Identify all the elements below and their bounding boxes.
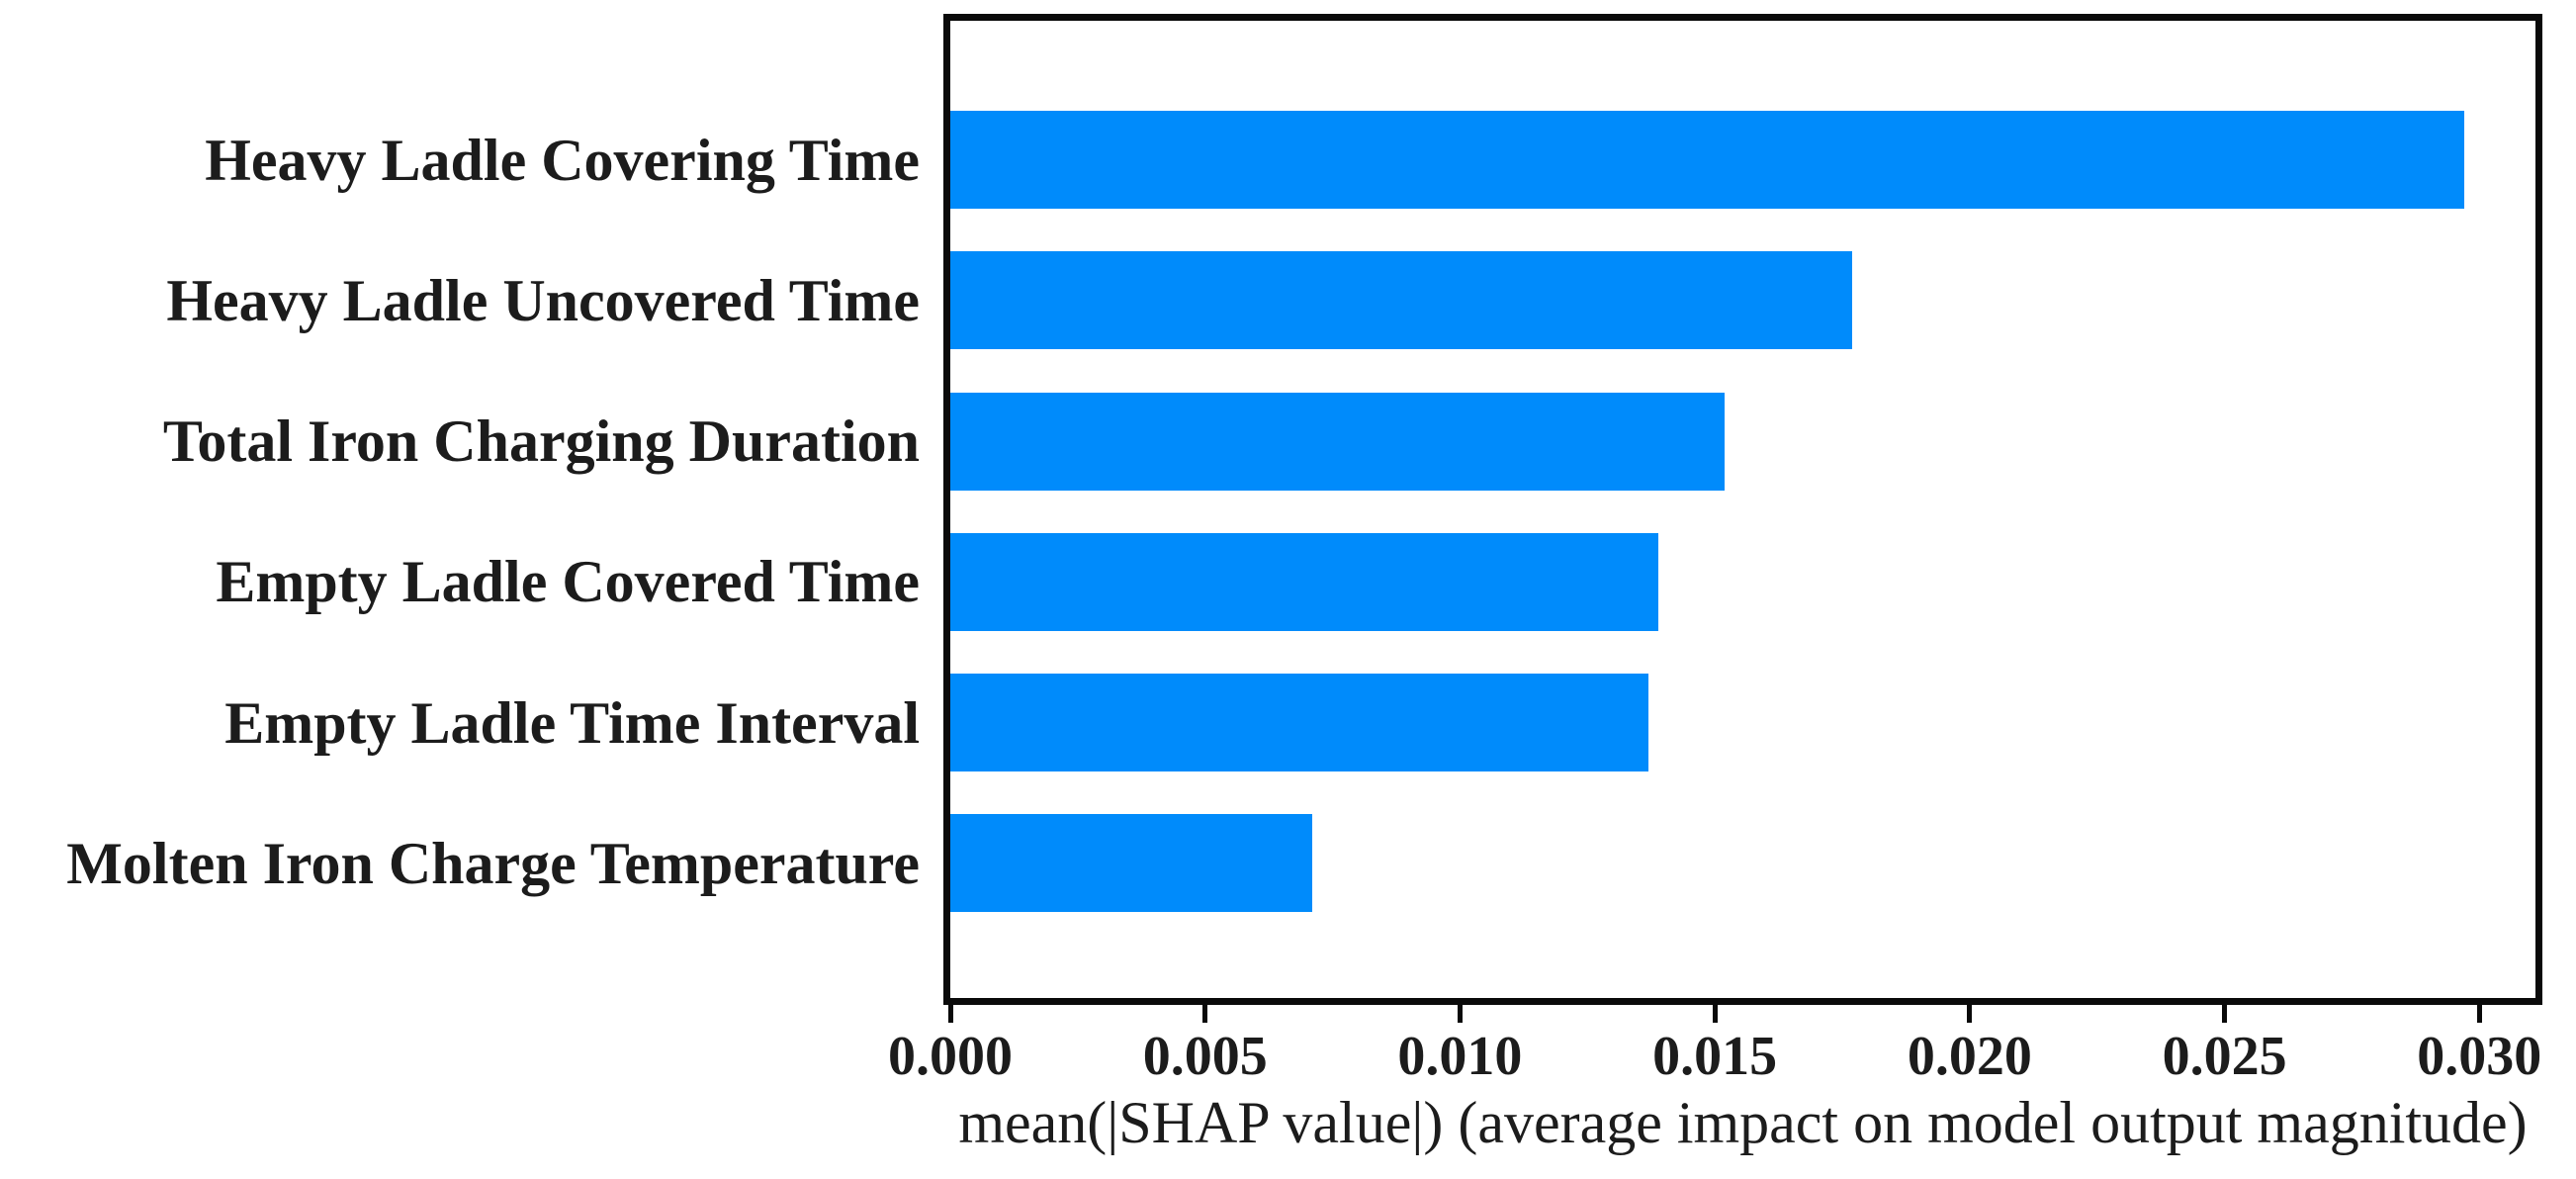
x-tick-label: 0.005 <box>1142 1026 1268 1087</box>
category-label: Heavy Ladle Covering Time <box>205 127 920 193</box>
x-tick-label: 0.015 <box>1652 1026 1778 1087</box>
bar <box>950 674 1649 771</box>
x-tick-mark <box>1712 1005 1718 1023</box>
x-tick-mark <box>2476 1005 2482 1023</box>
x-tick-mark <box>1202 1005 1208 1023</box>
x-tick-label: 0.025 <box>2162 1026 2287 1087</box>
category-label: Heavy Ladle Uncovered Time <box>166 267 920 333</box>
x-tick-label: 0.010 <box>1397 1026 1523 1087</box>
bar <box>950 111 2464 209</box>
x-tick-mark <box>1967 1005 1973 1023</box>
bar <box>950 532 1659 631</box>
category-label: Empty Ladle Covered Time <box>216 549 920 615</box>
category-label: Empty Ladle Time Interval <box>224 689 920 756</box>
bar <box>950 392 1726 491</box>
x-tick-mark <box>2222 1005 2228 1023</box>
bar <box>950 814 1312 913</box>
y-axis-labels: Heavy Ladle Covering Time Heavy Ladle Unc… <box>0 0 920 1179</box>
category-label: Total Iron Charging Duration <box>162 408 920 474</box>
x-tick-label: 0.030 <box>2417 1026 2542 1087</box>
x-tick-mark <box>947 1005 953 1023</box>
category-label: Molten Iron Charge Temperature <box>66 830 920 896</box>
plot-area <box>943 14 2542 1005</box>
x-tick-label: 0.020 <box>1907 1026 2032 1087</box>
x-tick-mark <box>1457 1005 1463 1023</box>
x-axis-title: mean(|SHAP value|) (average impact on mo… <box>958 1090 2528 1155</box>
bar <box>950 251 1853 350</box>
